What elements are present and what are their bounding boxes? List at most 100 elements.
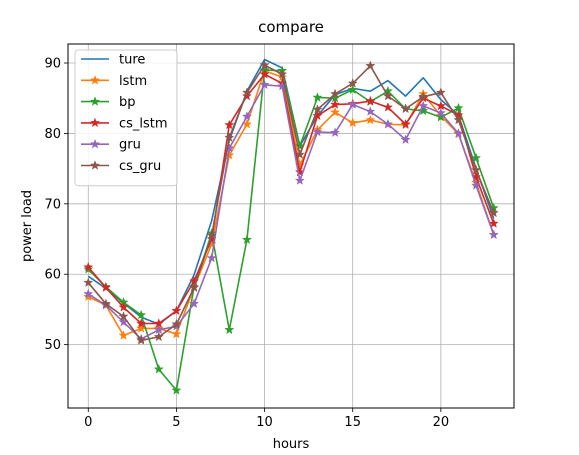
plot-frame xyxy=(67,43,515,409)
data-point xyxy=(312,110,323,121)
legend-label: cs_lstm xyxy=(119,116,168,131)
data-point xyxy=(171,385,182,395)
data-point xyxy=(365,106,376,116)
data-point xyxy=(400,103,411,114)
series-cs-lstm xyxy=(83,68,499,328)
legend-item: lstm xyxy=(81,74,147,89)
data-point xyxy=(171,318,182,329)
data-point xyxy=(435,107,446,118)
data-point xyxy=(188,298,200,309)
legend-label: cs_gru xyxy=(119,159,161,174)
legend-item: gru xyxy=(81,138,141,153)
data-point xyxy=(136,309,147,320)
x-tick-label: 5 xyxy=(172,415,180,430)
legend-label: bp xyxy=(119,95,136,110)
data-point xyxy=(224,119,235,130)
y-tick-label: 50 xyxy=(44,338,61,353)
data-point xyxy=(453,128,464,138)
data-point xyxy=(153,331,164,342)
data-point xyxy=(100,282,111,292)
legend-label: gru xyxy=(119,138,141,153)
data-point xyxy=(382,90,394,101)
data-point xyxy=(330,106,341,117)
data-point xyxy=(453,114,464,125)
data-point xyxy=(136,318,147,328)
data-point xyxy=(471,180,482,190)
data-point xyxy=(171,305,182,316)
x-axis-label: hours xyxy=(273,437,310,452)
x-tick-label: 0 xyxy=(84,415,92,430)
data-point xyxy=(418,100,429,111)
legend-swatch-marker xyxy=(89,74,101,85)
legend-item: cs_lstm xyxy=(81,116,168,131)
data-point xyxy=(330,88,341,99)
legend-swatch-marker xyxy=(89,96,101,106)
data-point xyxy=(488,229,499,240)
data-point xyxy=(277,80,288,91)
y-tick-label: 60 xyxy=(44,268,61,283)
data-point xyxy=(418,105,429,116)
data-point xyxy=(471,164,482,175)
legend-item: cs_gru xyxy=(81,159,161,174)
data-point xyxy=(400,134,411,145)
data-point xyxy=(382,102,394,112)
data-point xyxy=(171,328,182,339)
x-tick-label: 10 xyxy=(256,415,273,430)
data-point xyxy=(241,87,252,97)
data-point xyxy=(83,288,94,299)
data-point xyxy=(347,117,358,128)
legend-box xyxy=(74,49,178,187)
y-axis-label: power load xyxy=(20,190,35,262)
data-point xyxy=(435,87,446,97)
data-point xyxy=(83,261,94,272)
data-point xyxy=(224,142,235,153)
data-point xyxy=(330,127,341,138)
data-point xyxy=(347,84,358,95)
legend-label: lstm xyxy=(119,74,147,89)
legend-swatch-marker xyxy=(89,138,101,149)
axis-ticks: 0 5 10 15 20 50 60 70 80 90 xyxy=(44,57,449,430)
data-point xyxy=(224,132,235,142)
legend-item: bp xyxy=(81,95,136,110)
data-point xyxy=(312,126,323,137)
data-point xyxy=(294,149,305,159)
data-point xyxy=(365,95,376,106)
legend-swatch-marker xyxy=(89,117,101,128)
data-point xyxy=(83,277,94,287)
series-line xyxy=(87,69,495,392)
legend-label: ture xyxy=(119,53,145,68)
data-point xyxy=(471,152,482,163)
y-tick-label: 90 xyxy=(44,57,61,72)
data-point xyxy=(259,68,270,79)
data-point xyxy=(365,114,376,125)
data-point xyxy=(488,207,499,218)
data-point xyxy=(136,335,147,345)
y-tick-label: 80 xyxy=(44,127,61,142)
data-point xyxy=(259,79,270,90)
data-point xyxy=(418,91,429,102)
data-point xyxy=(206,230,217,240)
x-tick-label: 20 xyxy=(433,415,450,430)
data-point xyxy=(400,118,411,129)
data-point xyxy=(153,363,164,374)
legend-swatch-marker xyxy=(89,160,101,170)
data-point xyxy=(118,311,129,321)
legend-item: ture xyxy=(81,53,145,68)
data-point xyxy=(100,298,111,309)
data-point xyxy=(259,59,270,70)
chart-title: compare xyxy=(258,18,324,36)
data-point xyxy=(294,175,305,185)
data-point xyxy=(312,104,323,114)
x-tick-label: 15 xyxy=(344,415,361,430)
series-line xyxy=(87,84,495,340)
data-point xyxy=(206,252,217,263)
y-tick-label: 70 xyxy=(44,197,61,212)
series-gru xyxy=(83,79,499,344)
data-point xyxy=(347,78,358,88)
data-point xyxy=(118,330,129,340)
data-point xyxy=(488,218,499,228)
data-point xyxy=(224,324,235,335)
